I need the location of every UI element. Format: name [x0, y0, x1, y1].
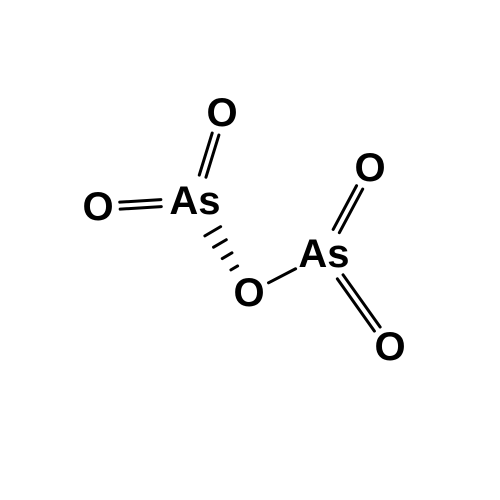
bond-line — [206, 135, 219, 177]
bond-line — [120, 207, 161, 210]
atom-As2: As — [298, 232, 349, 276]
atom-O2: O — [206, 91, 237, 135]
atom-O4: O — [354, 146, 385, 190]
bond-line — [120, 200, 161, 203]
bond-line — [222, 253, 232, 259]
atom-As1: As — [169, 179, 220, 223]
bond-line — [269, 269, 296, 283]
atom-O3: O — [233, 271, 264, 315]
atom-O1: O — [82, 185, 113, 229]
bond-line — [343, 275, 380, 327]
atom-O5: O — [374, 325, 405, 369]
molecule-diagram: OAsOOAsOO — [0, 0, 500, 500]
bond-line — [337, 279, 374, 331]
bond-line — [231, 266, 238, 270]
bond-line — [214, 240, 227, 247]
bond-line — [199, 133, 212, 175]
bond-line — [205, 227, 221, 236]
